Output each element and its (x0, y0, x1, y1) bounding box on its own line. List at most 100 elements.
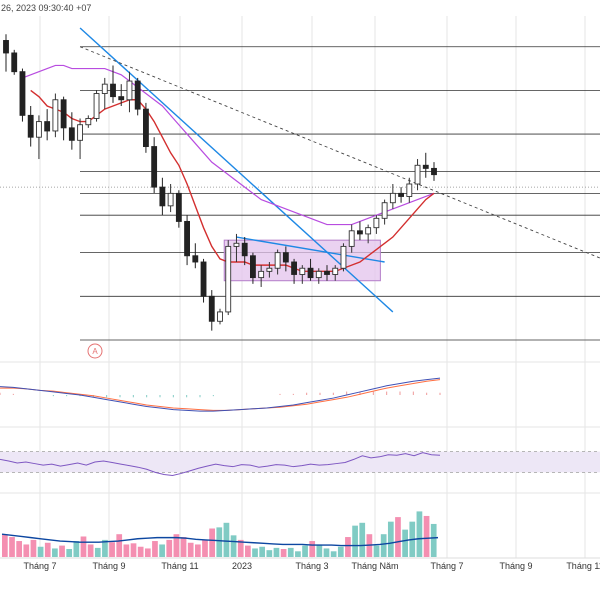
candle-body (291, 261, 297, 275)
candle-body (44, 121, 51, 132)
volume-ma-line (1, 533, 439, 547)
volume-bar (130, 543, 137, 557)
x-tick-label: Tháng 11 (161, 561, 198, 571)
macd-signal-line (0, 379, 441, 411)
candle-body (101, 83, 108, 94)
volume-bar (337, 546, 344, 557)
candle-body (11, 52, 18, 73)
volume-bar (416, 511, 423, 557)
candle-body (77, 124, 83, 141)
volume-bar (230, 535, 237, 557)
candle-body (233, 242, 240, 247)
candle-body (250, 255, 256, 279)
volume-bar (395, 517, 401, 557)
volume-pane[interactable] (1, 511, 439, 557)
volume-bar (295, 551, 301, 557)
candle-body (93, 93, 100, 119)
rsi-band (0, 451, 600, 473)
candle-body (167, 192, 174, 207)
x-tick-label: Tháng Năm (351, 561, 398, 571)
rsi-line (0, 452, 441, 477)
volume-bar (287, 547, 294, 557)
candle-body (282, 252, 289, 263)
candle-body (365, 227, 372, 235)
slow-moving-average-line (22, 64, 435, 226)
volume-bar (123, 544, 130, 557)
candle-body (373, 217, 380, 229)
header-timestamp: 26, 2023 09:30:40 +07 (1, 3, 91, 13)
rsi-pane[interactable] (0, 451, 600, 477)
candle-body (381, 202, 388, 219)
volume-bar (245, 545, 251, 557)
candle-body (340, 245, 347, 269)
candle-body (192, 255, 199, 263)
candle-body (398, 192, 404, 197)
candle-body (431, 167, 437, 176)
x-tick-label: 2023 (232, 561, 252, 571)
alert-badge[interactable] (87, 343, 103, 359)
macd-pane[interactable] (0, 377, 441, 412)
candle-body (274, 252, 281, 269)
candle-body (406, 183, 413, 197)
candle-body (27, 114, 34, 138)
volume-bar (259, 546, 266, 557)
candle-body (110, 83, 116, 98)
candle-body (175, 192, 182, 222)
candle-body (332, 267, 339, 275)
volume-bar (37, 546, 44, 557)
volume-bar (223, 522, 230, 557)
volume-bar (94, 547, 101, 557)
x-axis[interactable]: Tháng 7 Tháng 9 Tháng 11 2023 Tháng 3 Th… (23, 561, 600, 571)
candle-body (36, 121, 42, 138)
volume-bar (430, 523, 437, 557)
gridlines (0, 16, 600, 558)
volume-bar (9, 537, 15, 557)
volume-bar (352, 525, 358, 557)
volume-bar (173, 534, 180, 557)
candle-body (68, 127, 75, 141)
volume-bar (387, 521, 394, 557)
volume-bar (209, 528, 215, 557)
candle-body (266, 267, 273, 272)
candle-body (225, 245, 232, 313)
candle-body (389, 192, 396, 204)
candle-body (85, 118, 92, 126)
candle-body (143, 108, 149, 148)
candle-body (118, 96, 125, 101)
candle-body (151, 146, 158, 188)
x-tick-label: Tháng 11 (566, 561, 600, 571)
blue-trendline (236, 236, 385, 263)
volume-bar (23, 544, 30, 557)
candle-body (52, 99, 59, 132)
volume-bar (87, 544, 94, 557)
volume-bar (345, 537, 351, 557)
candle-body (315, 270, 322, 279)
candle-body (414, 164, 421, 185)
volume-bar (137, 546, 144, 557)
candle-body (324, 270, 330, 275)
volume-bar (52, 548, 58, 557)
volume-bar (237, 539, 244, 557)
x-tick-label: Tháng 9 (499, 561, 532, 571)
volume-bar (73, 541, 80, 557)
candle-body (258, 270, 265, 279)
volume-bar (202, 539, 208, 557)
x-tick-label: Tháng 7 (430, 561, 463, 571)
volume-bar (380, 534, 387, 557)
volume-bar (144, 548, 151, 557)
candle-body (357, 230, 363, 235)
volume-bar (102, 539, 108, 557)
candle-body (184, 220, 190, 257)
volume-bar (266, 550, 273, 557)
volume-bar (180, 537, 187, 557)
volume-bar (109, 542, 115, 557)
candle-body (307, 267, 314, 279)
volume-bar (216, 527, 223, 557)
x-tick-label: Tháng 9 (92, 561, 125, 571)
candle-body (200, 261, 207, 297)
candle-body (19, 71, 26, 116)
candle-body (422, 164, 429, 169)
volume-bar (309, 541, 316, 557)
